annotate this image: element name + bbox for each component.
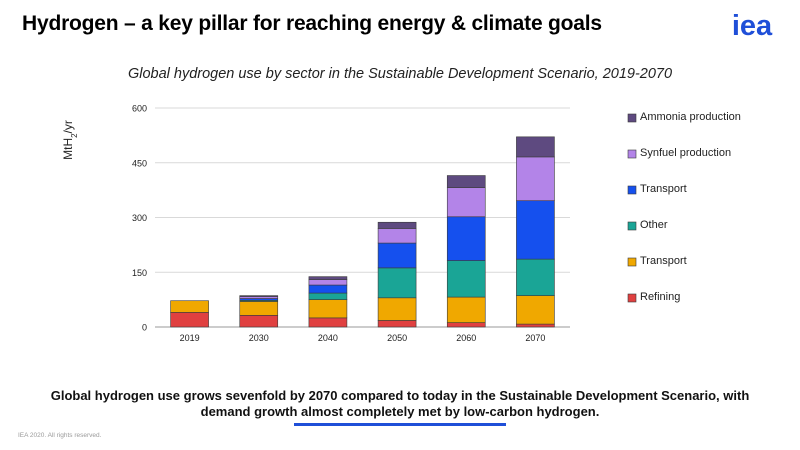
bar-segment (377, 228, 417, 244)
bar-segment (446, 187, 486, 218)
legend-swatch (627, 221, 637, 231)
y-tick-label: 300 (132, 213, 147, 223)
slide-title: Hydrogen – a key pillar for reaching ene… (22, 12, 602, 35)
accent-underline (294, 423, 506, 426)
bar-segment (377, 320, 417, 328)
legend-label: Transport (640, 183, 687, 195)
bar-segment (446, 296, 486, 323)
bar-segment (308, 317, 348, 328)
svg-text:iea: iea (732, 10, 773, 42)
bar-segment (239, 315, 279, 328)
y-tick-label: 0 (142, 323, 147, 333)
bar-segment (516, 295, 555, 325)
chart-title: Global hydrogen use by sector in the Sus… (127, 66, 673, 82)
bar-segment (308, 276, 348, 280)
x-tick-labels: 2019 2030 2040 2050 2060 2070 (180, 333, 546, 343)
iea-logo: iea (732, 10, 773, 42)
legend-swatch (627, 113, 637, 123)
legend-label: Synfuel production (640, 147, 731, 159)
legend-swatch (627, 149, 637, 159)
legend-label: Refining (640, 291, 680, 303)
x-tick-label: 2019 (180, 333, 200, 343)
chart-legend: Ammonia production Synfuel production Tran… (627, 111, 741, 303)
legend-swatch (627, 257, 637, 267)
bar-segment (377, 221, 417, 229)
bar-segment (446, 260, 486, 298)
takeaway-text: Global hydrogen use grows sevenfold by 2… (50, 388, 750, 419)
x-tick-label: 2040 (318, 333, 338, 343)
x-tick-label: 2060 (456, 333, 476, 343)
bar-segment (377, 297, 417, 321)
y-axis-label: MtH2/yr (61, 120, 79, 160)
bar-segment (308, 299, 348, 319)
bar-segment (308, 284, 348, 294)
bar-segment (516, 258, 555, 296)
legend-swatch (627, 293, 637, 303)
copyright-text: IEA 2020. All rights reserved. (18, 432, 102, 439)
bar-segment (239, 301, 279, 316)
bar-segment (308, 292, 348, 300)
stacked-bar-chart: 0 150 300 450 600 2019 2030 2040 2050 2060 2070 M… (61, 104, 741, 344)
bar-segment (308, 279, 348, 286)
bar-segment (516, 136, 555, 158)
bar-segment (446, 216, 486, 261)
x-tick-label: 2070 (525, 333, 545, 343)
y-tick-labels: 0 150 300 450 600 (132, 104, 147, 333)
bar-segment (446, 322, 486, 328)
bar-segment (446, 175, 486, 188)
bar-segment (170, 300, 209, 313)
legend-swatch (627, 185, 637, 195)
legend-label: Other (640, 219, 668, 231)
x-tick-label: 2030 (249, 333, 269, 343)
x-tick-label: 2050 (387, 333, 407, 343)
y-tick-label: 450 (132, 158, 147, 168)
bar-segment (377, 242, 417, 269)
bar-segment (170, 312, 209, 328)
y-tick-label: 150 (132, 268, 147, 278)
bar-segment (377, 267, 417, 299)
bar-segment (239, 295, 279, 298)
bar-segment (516, 200, 555, 260)
y-tick-label: 600 (132, 104, 147, 114)
bar-segment (516, 156, 555, 202)
legend-label: Transport (640, 255, 687, 267)
bar-segment (516, 323, 555, 328)
bar-stacks (170, 136, 555, 328)
legend-label: Ammonia production (640, 111, 741, 123)
chart-grid (155, 107, 570, 328)
